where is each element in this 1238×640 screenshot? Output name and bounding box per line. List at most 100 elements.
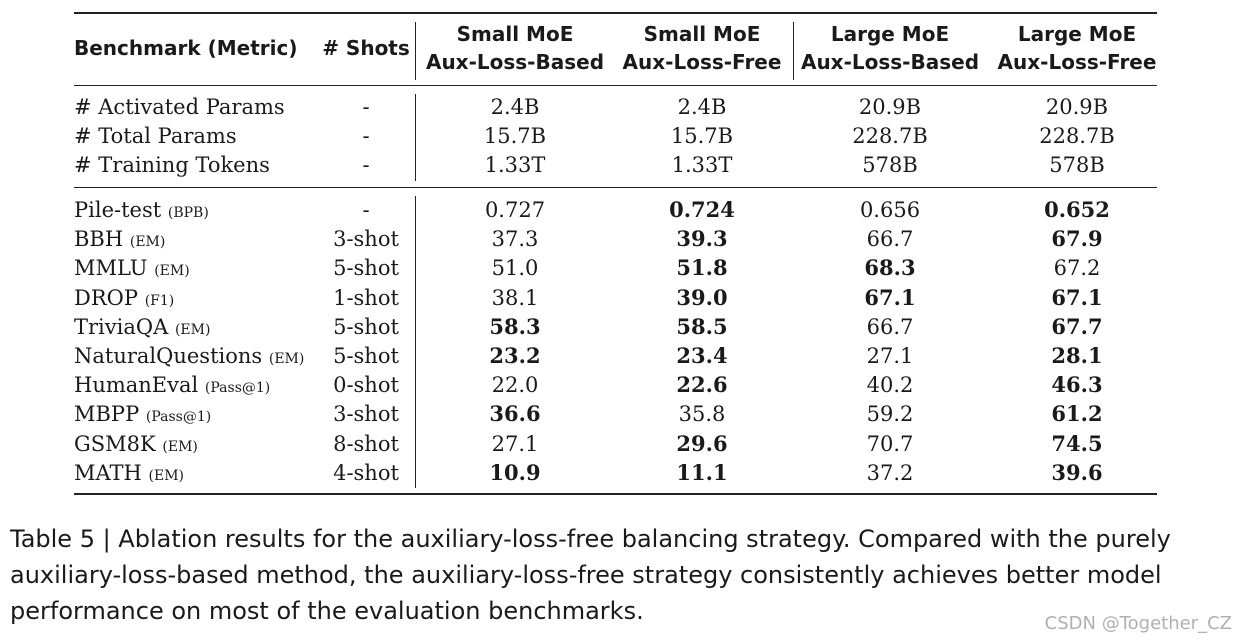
score-cell: 61.2: [1051, 401, 1103, 426]
shots-value: 3-shot: [333, 227, 399, 251]
param-value: 1.33T: [671, 153, 733, 177]
benchmark-metric: (EM): [174, 322, 211, 338]
score-cell: 66.7: [866, 315, 914, 339]
score-cell: 74.5: [1051, 431, 1103, 456]
param-value: 15.7B: [483, 124, 547, 148]
score-cell: 67.2: [1053, 256, 1101, 280]
table-top-rule: [74, 12, 1157, 14]
benchmark-name: NaturalQuestions (EM): [74, 342, 304, 373]
shots-value: 3-shot: [333, 402, 399, 426]
param-name: # Training Tokens: [74, 153, 270, 177]
score-cell: 11.1: [676, 460, 728, 485]
benchmark-metric: (EM): [162, 439, 198, 455]
header-col-4-line2: Aux-Loss-Free: [997, 50, 1157, 74]
benchmark-metric: (EM): [129, 234, 166, 250]
score-cell: 29.6: [676, 431, 728, 456]
score-cell: 39.6: [1051, 460, 1103, 485]
shots-value: 5-shot: [333, 344, 399, 368]
table-header-rule: [74, 85, 1157, 86]
score-cell: 0.652: [1044, 197, 1110, 222]
param-value: 2.4B: [490, 95, 540, 119]
header-col-1: Small MoE Aux-Loss-Based: [425, 20, 605, 76]
param-value: 20.9B: [858, 95, 922, 119]
param-name: # Total Params: [74, 124, 237, 148]
header-col-2-line2: Aux-Loss-Free: [622, 50, 782, 74]
table-caption: Table 5 | Ablation results for the auxil…: [10, 525, 1171, 625]
benchmark-name: BBH (EM): [74, 225, 165, 256]
score-cell: 68.3: [864, 255, 916, 280]
score-cell: 27.1: [491, 432, 539, 456]
header-col-4: Large MoE Aux-Loss-Free: [987, 20, 1167, 76]
column-divider: [415, 196, 416, 488]
benchmark-name: GSM8K (EM): [74, 430, 198, 461]
param-value: 578B: [1049, 153, 1105, 177]
score-cell: 70.7: [866, 432, 914, 456]
score-cell: 39.3: [676, 226, 728, 251]
header-col-3-line2: Aux-Loss-Based: [800, 50, 980, 74]
benchmark-name: MMLU (EM): [74, 254, 190, 285]
header-benchmark: Benchmark (Metric): [74, 36, 298, 60]
benchmark-metric: (EM): [148, 468, 185, 484]
score-cell: 67.7: [1051, 314, 1103, 339]
score-cell: 67.1: [864, 285, 916, 310]
benchmark-name: MATH (EM): [74, 459, 184, 490]
benchmark-name: MBPP (Pass@1): [74, 400, 211, 431]
column-divider: [415, 22, 416, 80]
header-col-3-line1: Large MoE: [830, 22, 950, 46]
benchmark-label: GSM8K: [74, 432, 156, 456]
benchmark-name: TriviaQA (EM): [74, 313, 210, 344]
score-cell: 37.3: [491, 227, 539, 251]
header-shots: # Shots: [322, 36, 410, 60]
benchmark-name: Pile-test (BPB): [74, 196, 209, 227]
benchmark-metric: (Pass@1): [204, 380, 271, 396]
score-cell: 38.1: [491, 286, 539, 310]
header-col-2-line1: Small MoE: [643, 22, 761, 46]
benchmark-label: MMLU: [74, 256, 148, 280]
param-shots: -: [362, 153, 370, 177]
score-cell: 0.727: [484, 198, 546, 222]
header-col-1-line1: Small MoE: [456, 22, 574, 46]
score-cell: 59.2: [866, 402, 914, 426]
score-cell: 36.6: [489, 401, 541, 426]
table-section-rule: [74, 187, 1157, 188]
benchmark-label: BBH: [74, 227, 124, 251]
header-col-2: Small MoE Aux-Loss-Free: [612, 20, 792, 76]
score-cell: 51.0: [491, 256, 539, 280]
header-col-3: Large MoE Aux-Loss-Based: [800, 20, 980, 76]
table-bottom-rule: [74, 493, 1157, 495]
score-cell: 23.4: [676, 343, 728, 368]
param-value: 1.33T: [484, 153, 546, 177]
score-cell: 0.724: [669, 197, 735, 222]
param-value: 2.4B: [677, 95, 727, 119]
score-cell: 67.9: [1051, 226, 1103, 251]
benchmark-metric: (EM): [268, 351, 305, 367]
score-cell: 58.5: [676, 314, 728, 339]
shots-value: 1-shot: [333, 286, 399, 310]
score-cell: 37.2: [866, 461, 914, 485]
score-cell: 39.0: [676, 285, 728, 310]
benchmark-name: HumanEval (Pass@1): [74, 371, 270, 402]
score-cell: 22.0: [491, 373, 539, 397]
benchmark-label: MATH: [74, 461, 142, 485]
header-col-1-line2: Aux-Loss-Based: [425, 50, 605, 74]
benchmark-metric: (EM): [154, 263, 190, 279]
header-col-4-line1: Large MoE: [1017, 22, 1137, 46]
column-divider: [793, 22, 794, 80]
score-cell: 10.9: [489, 460, 541, 485]
shots-value: 0-shot: [333, 373, 399, 397]
param-value: 578B: [862, 153, 918, 177]
benchmark-name: DROP (F1): [74, 284, 174, 315]
benchmark-metric: (BPB): [167, 205, 209, 221]
column-divider: [415, 94, 416, 181]
score-cell: 40.2: [866, 373, 914, 397]
shots-value: 5-shot: [333, 315, 399, 339]
param-value: 15.7B: [670, 124, 734, 148]
shots-value: 4-shot: [333, 461, 399, 485]
score-cell: 66.7: [866, 227, 914, 251]
param-value: 228.7B: [852, 124, 928, 148]
score-cell: 23.2: [489, 343, 541, 368]
benchmark-label: NaturalQuestions: [74, 344, 263, 368]
shots-value: 8-shot: [333, 432, 399, 456]
score-cell: 67.1: [1051, 285, 1103, 310]
benchmark-label: TriviaQA: [74, 315, 169, 339]
